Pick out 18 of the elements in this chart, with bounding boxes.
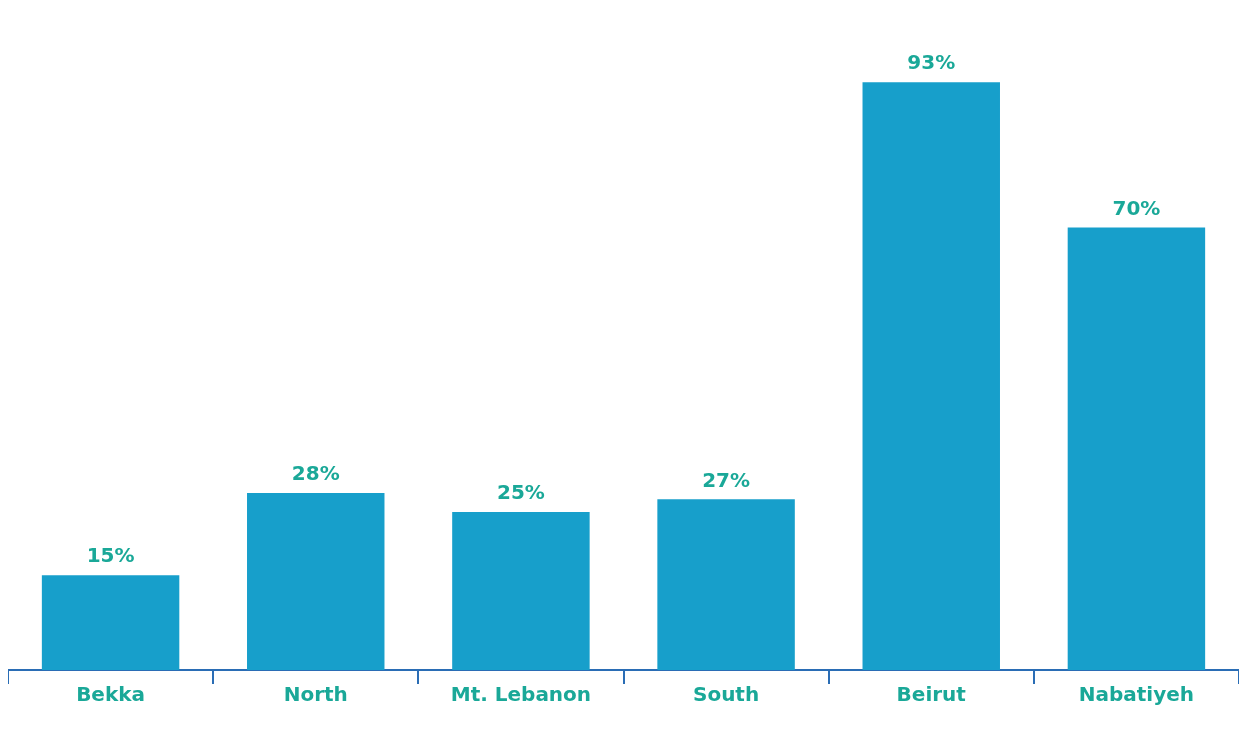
bar	[41, 575, 180, 670]
data-label: 93%	[907, 50, 956, 75]
bar	[247, 493, 385, 670]
data-label: 15%	[86, 543, 135, 568]
data-label: 27%	[702, 467, 751, 492]
x-tick-label: Bekka	[76, 682, 146, 707]
data-label: 28%	[291, 461, 340, 486]
x-tick-label: North	[283, 682, 348, 707]
bar	[452, 512, 590, 670]
bar	[1067, 227, 1206, 670]
x-tick-label: South	[692, 682, 760, 707]
data-label: 70%	[1112, 195, 1161, 220]
x-tick-label: Beirut	[896, 682, 967, 707]
x-tick-label: Mt. Lebanon	[450, 682, 592, 707]
bar	[862, 82, 1000, 670]
data-label: 25%	[496, 480, 545, 505]
bar	[657, 499, 795, 670]
x-tick-label: Nabatiyeh	[1078, 682, 1195, 707]
